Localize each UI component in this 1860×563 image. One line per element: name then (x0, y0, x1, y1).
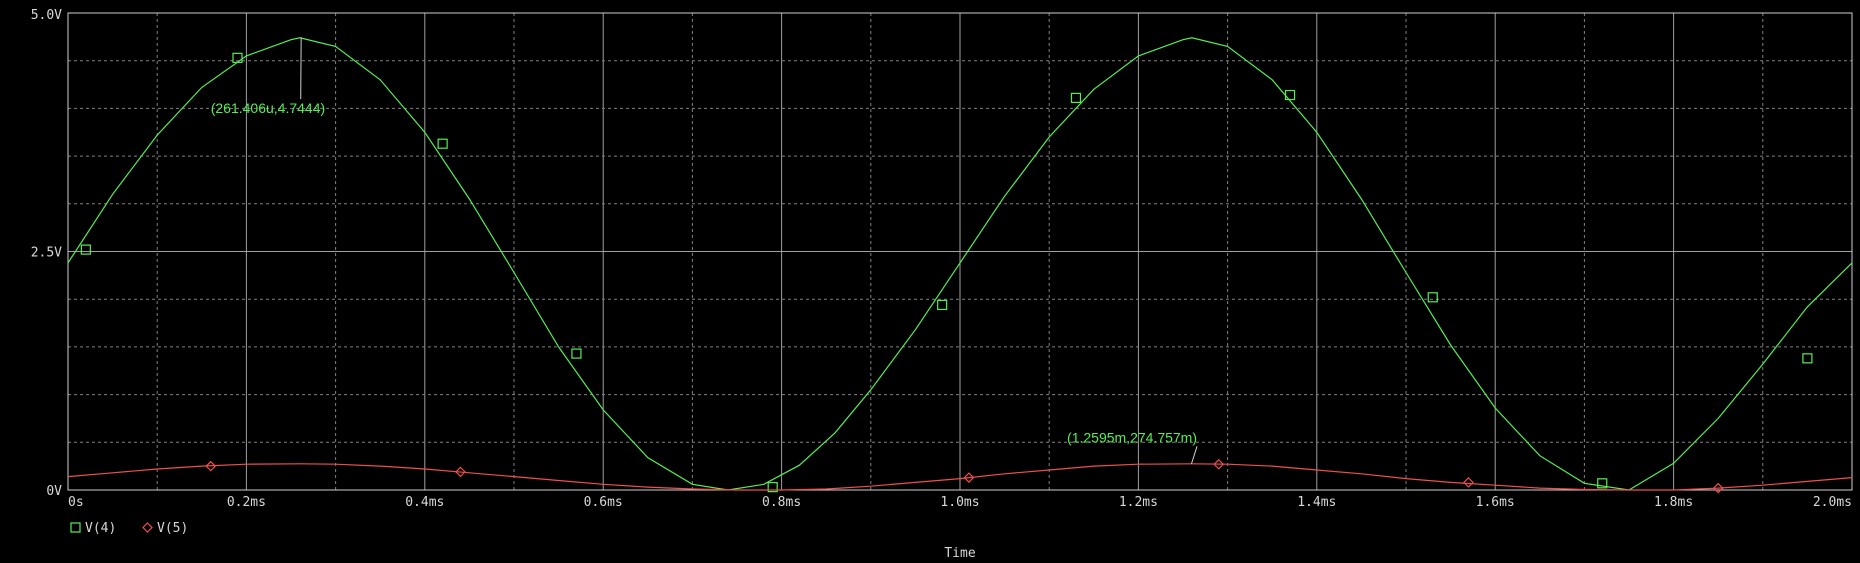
data-marker-square (1597, 478, 1608, 489)
data-marker-square (571, 348, 582, 359)
data-marker-square (1070, 92, 1082, 104)
series-line (67, 463, 1853, 491)
series-v4 (67, 37, 1853, 493)
x-tick-label: 1.0ms (940, 495, 979, 510)
plot-frame (67, 12, 1853, 491)
legend-marker-diamond (142, 522, 153, 533)
data-marker-diamond (1213, 458, 1225, 470)
x-tick-label: 0s (68, 495, 84, 510)
x-tick-label: 0.2ms (227, 495, 266, 510)
x-tick-label: 1.8ms (1654, 495, 1693, 510)
data-marker-square (232, 52, 243, 63)
x-tick-label: 0.4ms (405, 495, 444, 510)
x-axis-label: Time (944, 546, 975, 561)
data-marker-diamond (963, 472, 975, 483)
data-marker-square (1802, 353, 1813, 364)
y-tick-label: 2.5V (31, 246, 62, 261)
data-marker-diamond (1463, 477, 1474, 488)
cursor-annotation-label: (261.406u,4.7444) (211, 100, 325, 116)
legend-entry-label: V(4) (85, 521, 116, 536)
data-marker-square (937, 299, 948, 311)
data-marker-square (437, 138, 448, 149)
series-line (67, 37, 1853, 491)
x-tick-label: 0.8ms (762, 495, 801, 510)
x-tick-label: 1.6ms (1476, 495, 1515, 510)
legend-entry-label: V(5) (157, 521, 188, 536)
y-tick-label: 0V (46, 484, 62, 499)
y-tick-label: 5.0V (31, 8, 62, 23)
x-tick-label: 0.6ms (584, 495, 623, 510)
annotation-layer: (261.406u,4.7444) (1.2595m,274.757m) (211, 37, 1198, 464)
series-layer (67, 37, 1853, 494)
data-marker-diamond (205, 460, 217, 472)
cursor-annotation-leader (1190, 446, 1198, 464)
legend-marker-square (70, 522, 81, 533)
data-marker-square (767, 482, 778, 493)
legend: V(4) V(5) (70, 521, 188, 536)
x-tick-label: 2.0ms (1813, 495, 1852, 510)
grid (68, 13, 1852, 490)
y-tick-labels: 0V 2.5V 5.0V (31, 8, 62, 499)
data-marker-diamond (1712, 482, 1724, 494)
x-tick-labels: 0s 0.2ms 0.4ms 0.6ms 0.8ms 1.0ms 1.2ms 1.4ms 1.6… (68, 495, 1852, 510)
data-marker-square (1284, 89, 1296, 101)
cursor-annotation-label: (1.2595m,274.757m) (1067, 429, 1197, 445)
series-v5 (67, 458, 1853, 494)
data-marker-square (80, 244, 91, 255)
data-marker-diamond (455, 466, 466, 478)
x-tick-label: 1.2ms (1119, 495, 1158, 510)
data-marker-square (1427, 292, 1438, 303)
x-tick-label: 1.4ms (1297, 495, 1336, 510)
